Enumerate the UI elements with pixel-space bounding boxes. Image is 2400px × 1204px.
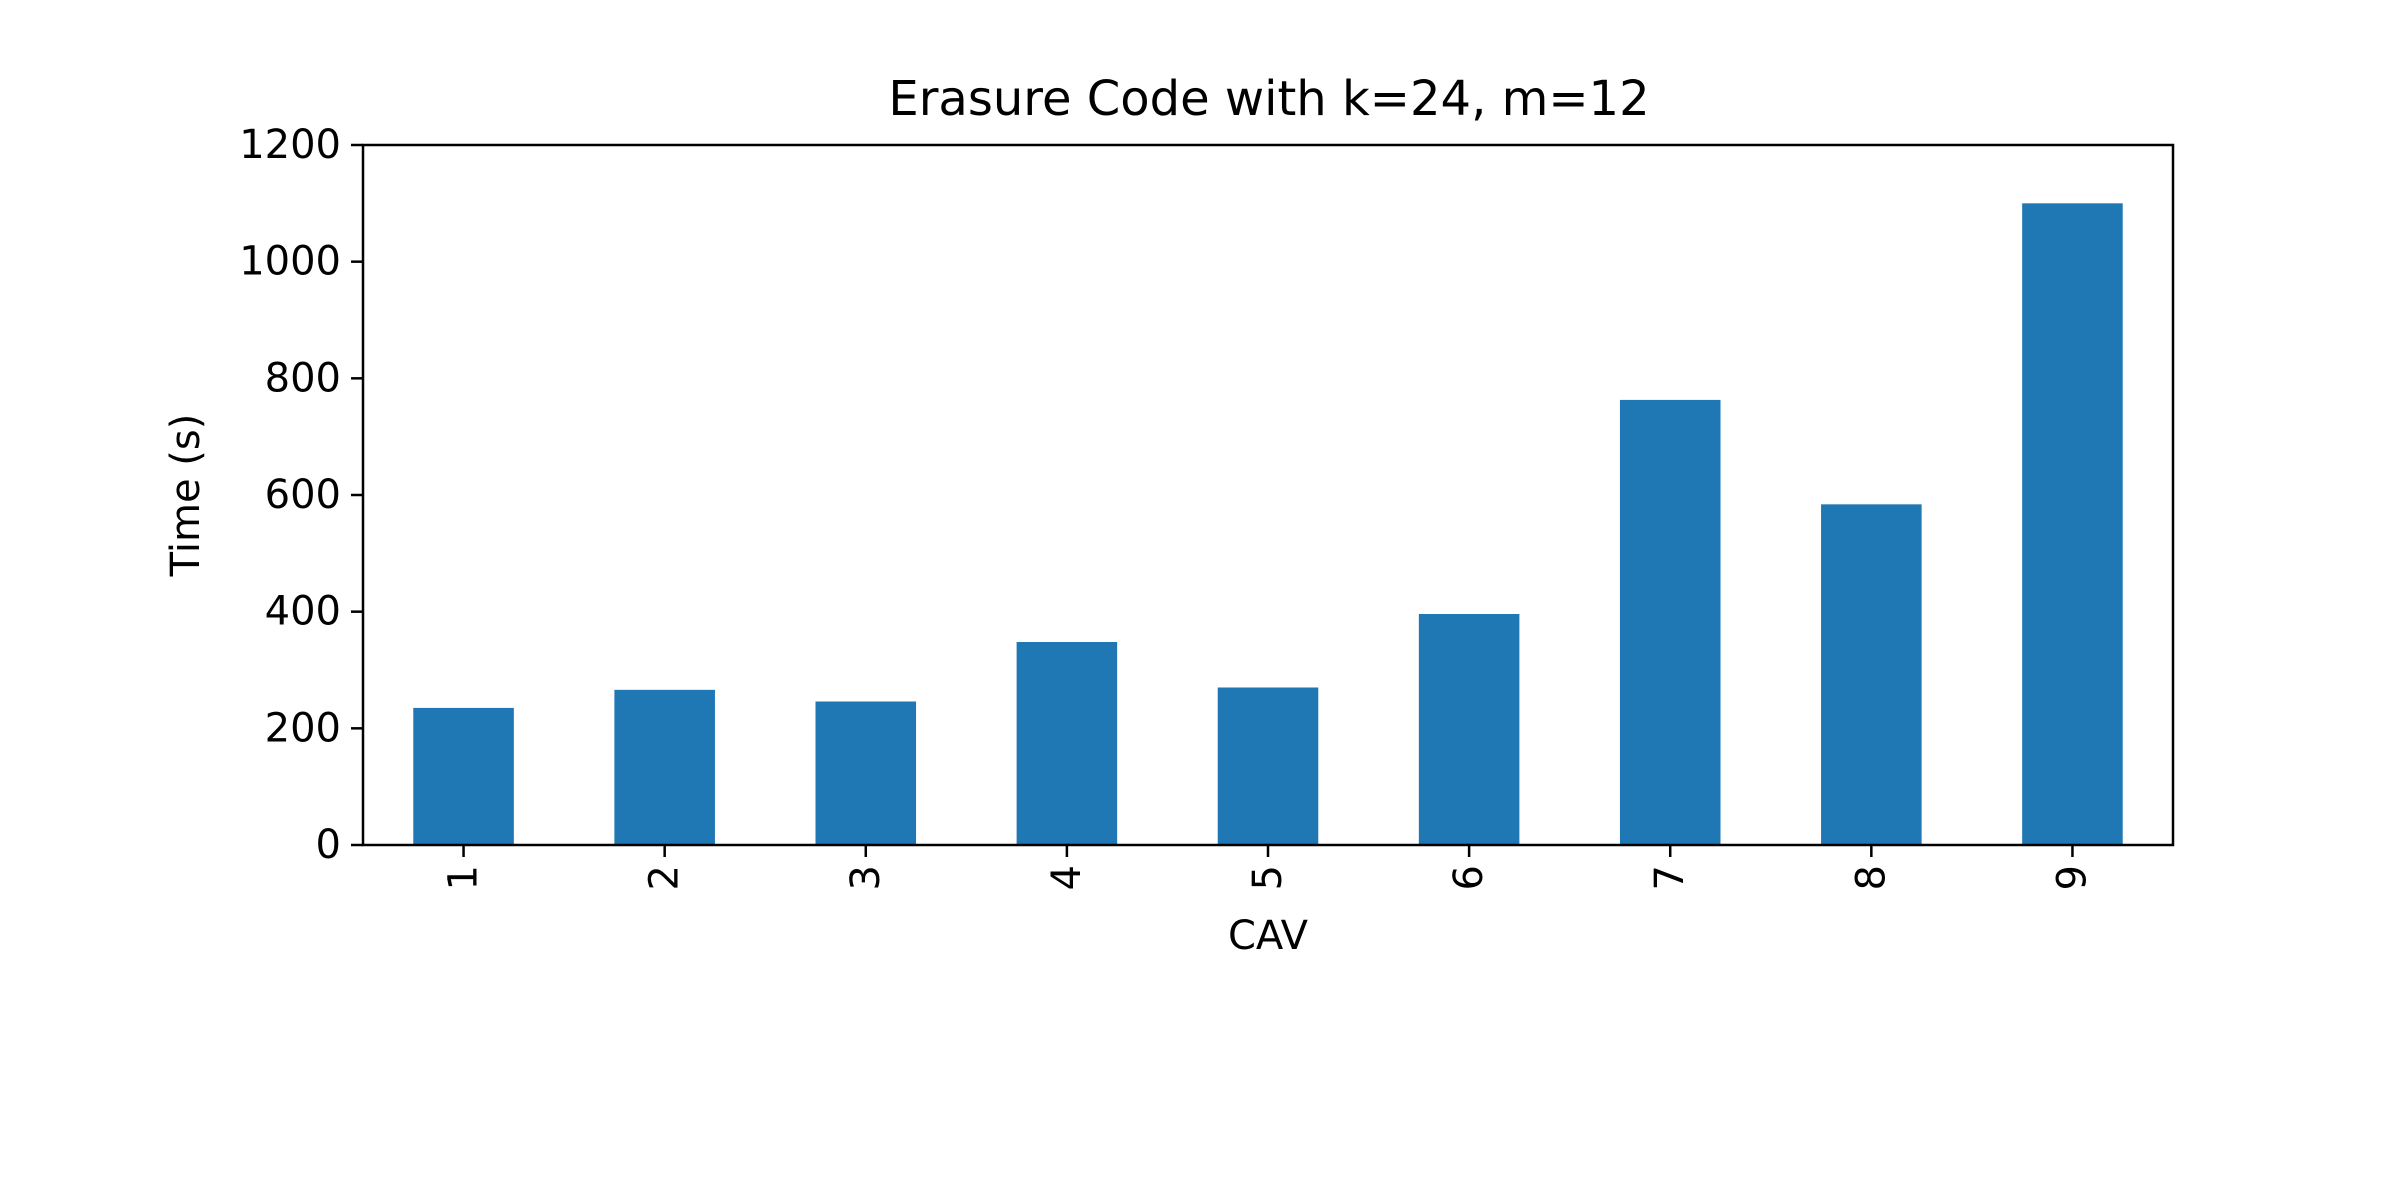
bar-cav-1 [413, 707, 514, 845]
x-tick-label: 4 [1044, 865, 1090, 890]
bar-cav-5 [1217, 687, 1319, 845]
x-axis-label: CAV [1228, 913, 1309, 959]
chart-title: Erasure Code with k=24, m=12 [888, 71, 1649, 127]
x-tick-label: 5 [1245, 865, 1291, 890]
bar-cav-8 [1821, 504, 1922, 845]
bar-cav-4 [1016, 642, 1118, 845]
bar-cav-7 [1619, 399, 1721, 845]
y-tick-label: 1200 [239, 122, 341, 168]
y-tick-label: 800 [265, 355, 341, 401]
bars-layer [413, 203, 2123, 846]
x-tick-label: 3 [843, 865, 889, 890]
x-tick-label: 1 [441, 865, 487, 890]
x-tick-label: 9 [2049, 865, 2095, 890]
y-tick-label: 400 [265, 589, 341, 635]
bar-cav-2 [614, 689, 715, 845]
y-tick-label: 600 [265, 472, 341, 518]
x-tick-label: 7 [1647, 865, 1693, 890]
x-tick-label: 6 [1446, 865, 1492, 890]
y-tick-label: 1000 [239, 239, 341, 285]
x-axis: 1 2 3 4 5 6 7 8 9 [441, 845, 2095, 890]
bar-cav-9 [2022, 203, 2123, 846]
y-tick-label: 0 [316, 822, 341, 868]
bar-cav-3 [815, 701, 917, 845]
bar-cav-6 [1418, 614, 1520, 845]
y-axis-label: Time (s) [163, 414, 209, 578]
x-tick-label: 8 [1848, 865, 1894, 890]
y-tick-label: 200 [265, 705, 341, 751]
y-axis: 0 200 400 600 800 1000 1200 [239, 122, 363, 868]
x-tick-label: 2 [642, 865, 688, 890]
